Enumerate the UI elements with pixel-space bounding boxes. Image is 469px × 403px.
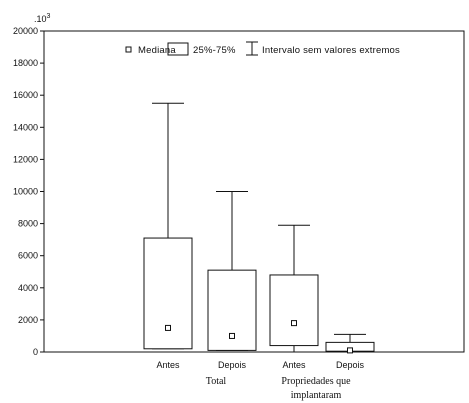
legend-whisker-label: Intervalo sem valores extremos (262, 45, 400, 56)
median-marker (165, 324, 171, 331)
x-axis-groups: Total Propriedades que implantaram (206, 376, 351, 401)
group-label-propriedades-line2: implantaram (291, 390, 342, 401)
y-tick-label: 18000 (13, 58, 38, 68)
category-label: Antes (282, 360, 306, 370)
y-tick-label: 14000 (13, 122, 38, 132)
y-multiplier-label: .103 (34, 13, 51, 24)
median-marker (291, 320, 297, 327)
legend-box-symbol (167, 42, 189, 56)
x-axis-categories: Antes Depois Antes Depois (156, 360, 364, 370)
y-axis: 0 2000 4000 6000 8000 10000 12000 14000 16000 180… (13, 26, 44, 357)
legend-median-symbol (125, 46, 132, 53)
legend-box-label: 25%-75% (193, 45, 236, 56)
y-tick-label: 20000 (13, 26, 38, 36)
y-tick-label: 10000 (13, 187, 38, 197)
box-2 (207, 191, 257, 351)
y-tick-label: 6000 (18, 251, 38, 261)
boxes (143, 102, 375, 354)
iqr-box (269, 274, 319, 347)
y-tick-label: 2000 (18, 315, 38, 325)
y-tick-label: 12000 (13, 154, 38, 164)
box-3 (269, 224, 319, 353)
legend-median-label: Mediana (138, 45, 176, 56)
median-marker (229, 332, 235, 339)
iqr-box (143, 237, 193, 350)
y-tick-label: 0 (33, 347, 38, 357)
legend: Mediana 25%-75% Intervalo sem valores ex… (125, 41, 400, 56)
category-label: Depois (218, 360, 247, 370)
median-marker (347, 347, 353, 354)
category-label: Depois (336, 360, 365, 370)
box-4 (325, 333, 375, 354)
group-label-total: Total (206, 376, 227, 387)
y-tick-label: 16000 (13, 90, 38, 100)
legend-whisker-symbol (246, 41, 258, 56)
group-label-propriedades-line1: Propriedades que (281, 376, 351, 387)
y-tick-label: 4000 (18, 283, 38, 293)
box-1 (143, 102, 193, 350)
y-tick-label: 8000 (18, 219, 38, 229)
category-label: Antes (156, 360, 180, 370)
